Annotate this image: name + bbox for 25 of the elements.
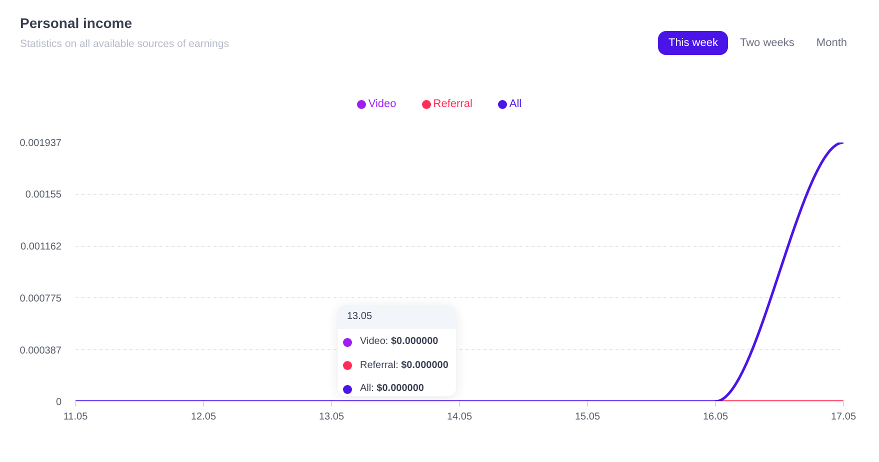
y-tick-label: 0: [56, 397, 62, 408]
x-tick-label: 17.05: [830, 412, 856, 422]
x-tick-label: 13.05: [318, 412, 344, 422]
annotation: 13.05: [347, 311, 372, 323]
text: Two weeks: [739, 36, 796, 51]
chart-title: Personal income: [20, 14, 132, 33]
y-tick-label: 0.001937: [20, 138, 62, 149]
x-tick-label: 16.05: [702, 412, 728, 422]
annotation: Video: $0.000000: [360, 336, 438, 348]
text: Month: [815, 36, 848, 51]
legend-label: All: [508, 97, 522, 112]
x-tick-label: 14.05: [446, 412, 472, 422]
x-tick-label: 12.05: [190, 412, 216, 422]
y-tick-label: 0.001162: [20, 242, 62, 253]
legend-label: Video: [367, 97, 396, 112]
annotation: All: $0.000000: [360, 383, 424, 395]
annotation: Referral: $0.000000: [360, 360, 448, 372]
x-tick-label: 15.05: [574, 412, 600, 422]
text: This week: [658, 31, 728, 55]
x-tick-label: 11.05: [63, 412, 88, 422]
y-tick-label: 0.000387: [20, 345, 62, 356]
y-tick-label: 0.00155: [25, 190, 62, 201]
y-tick-label: 0.000775: [20, 293, 62, 304]
legend-label: Referral: [432, 97, 472, 112]
chart-subtitle: Statistics on all available sources of earnings: [20, 37, 229, 52]
